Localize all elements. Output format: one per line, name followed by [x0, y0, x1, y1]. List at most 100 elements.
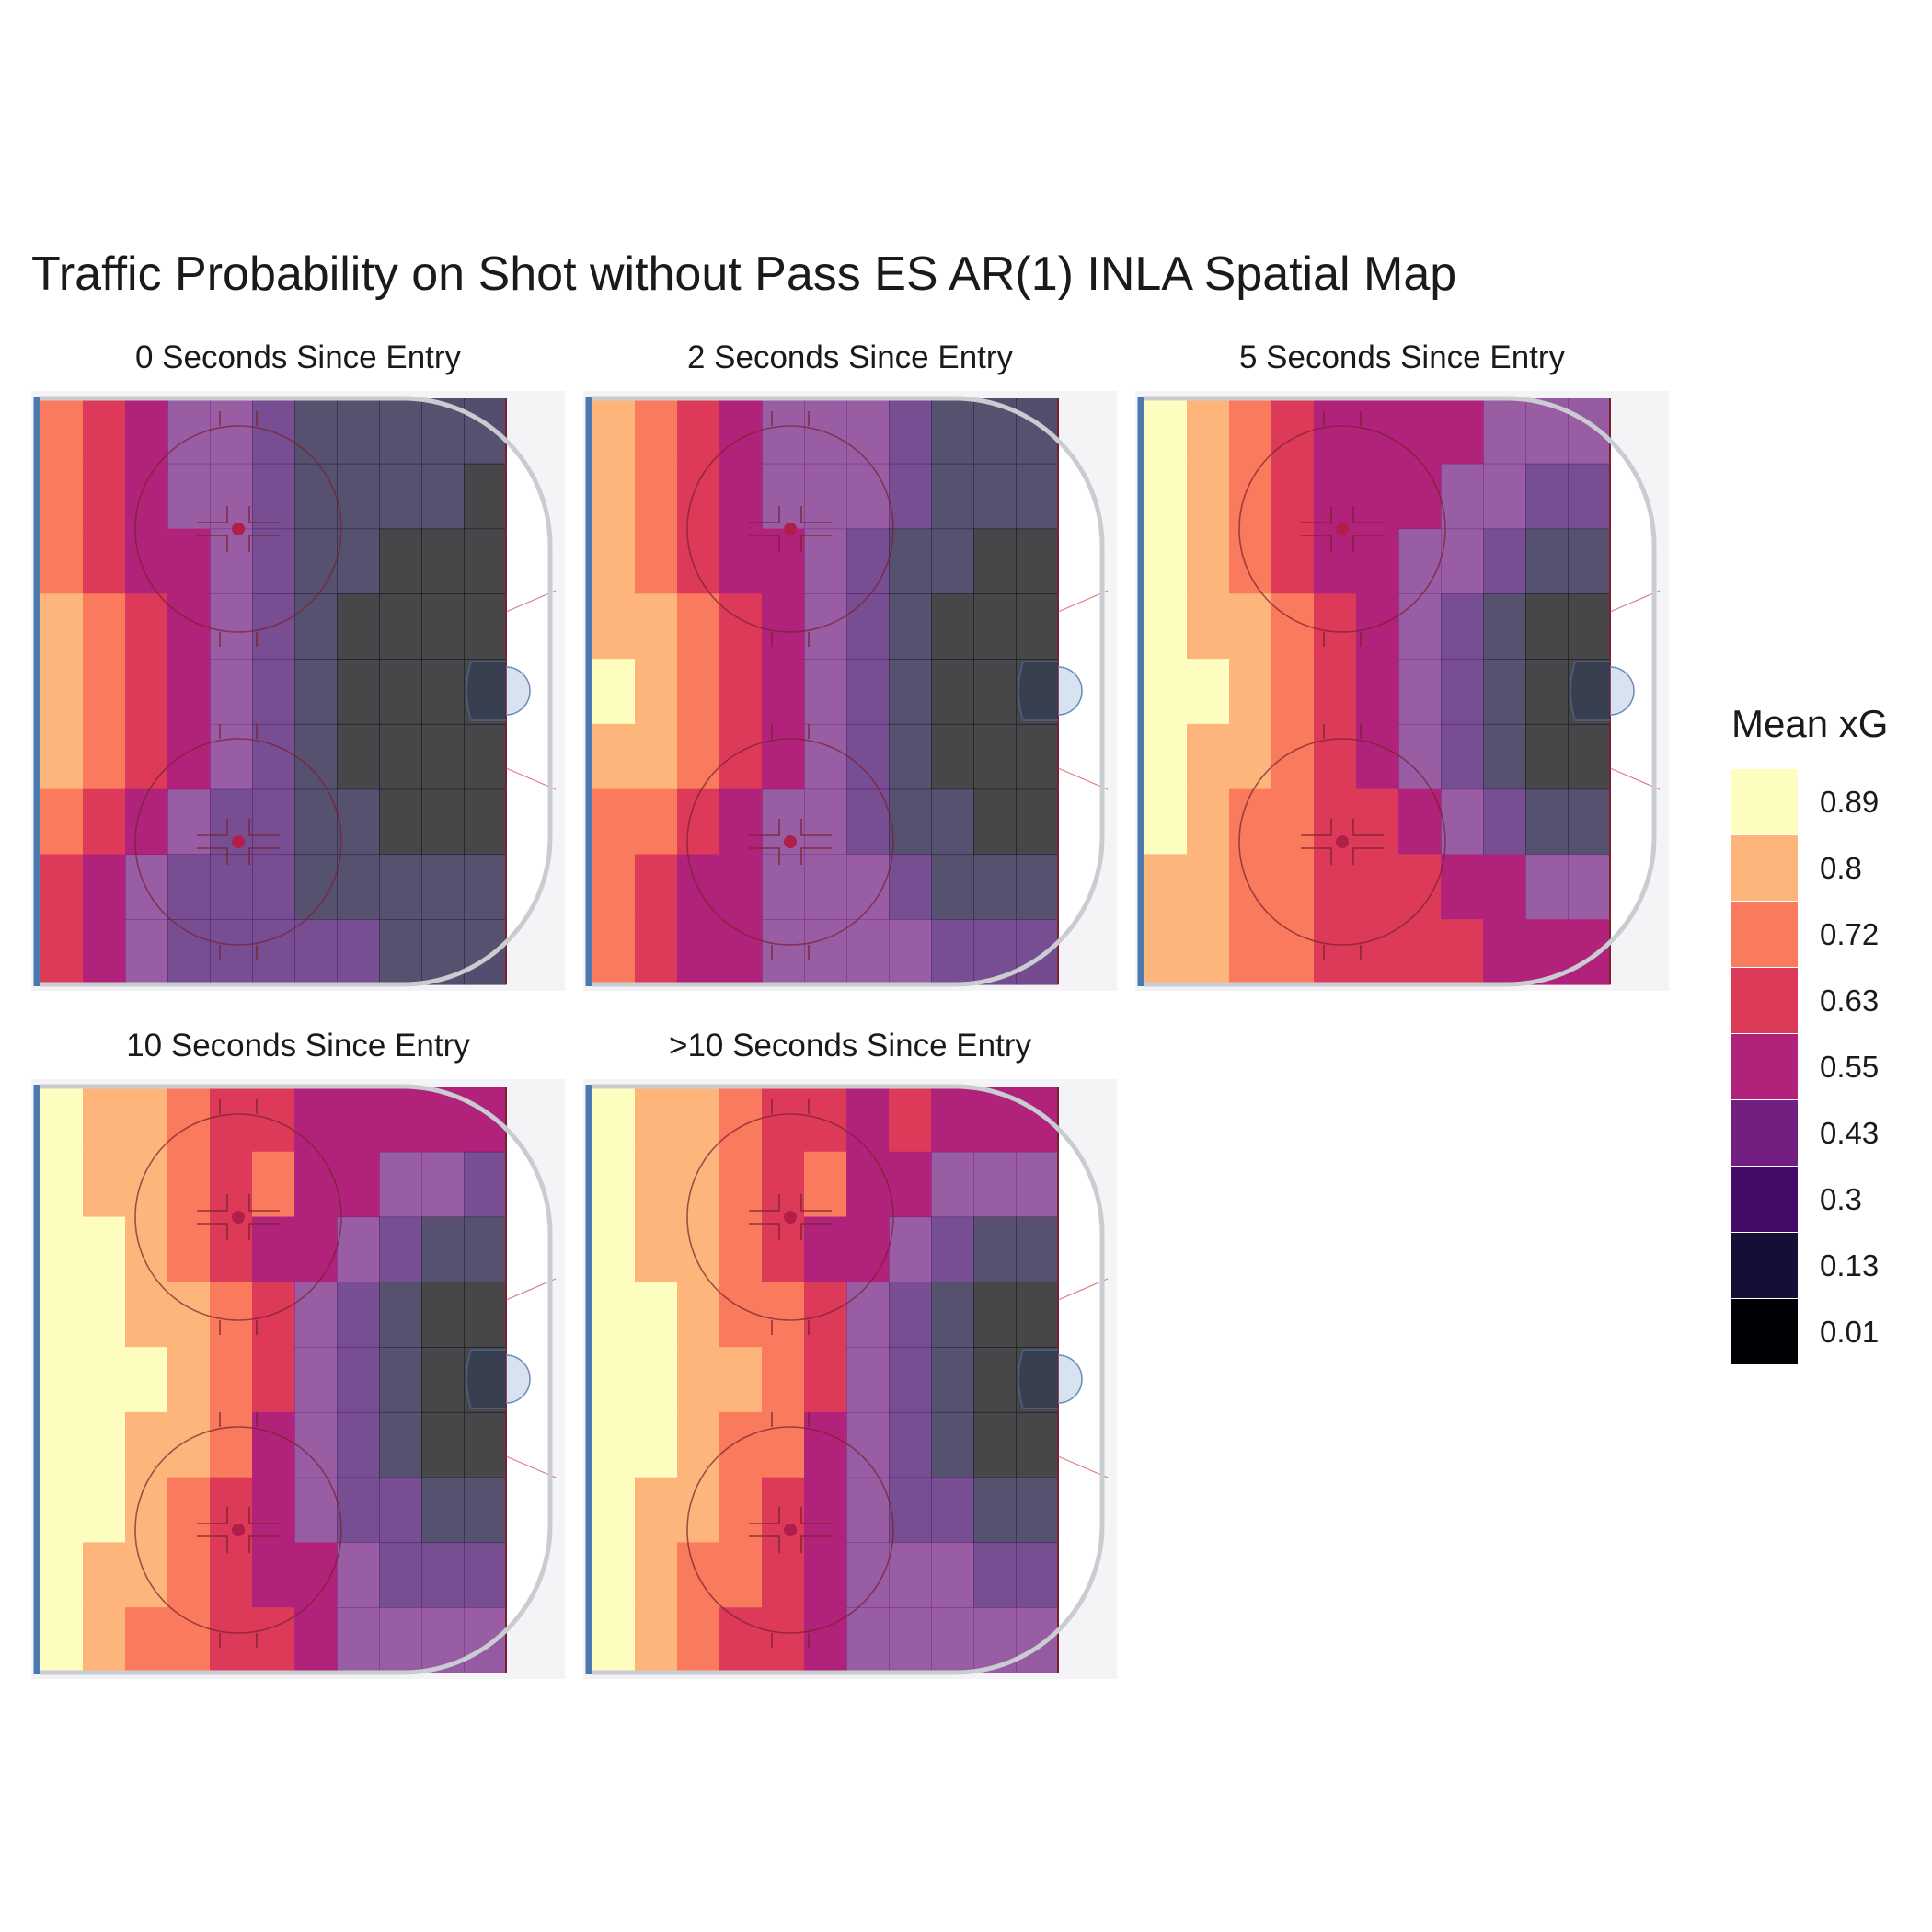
heat-cell	[804, 1216, 847, 1282]
heat-cell	[1568, 854, 1611, 920]
heat-cell	[421, 1151, 465, 1218]
hash-marks	[197, 724, 280, 960]
heat-cell	[635, 1347, 678, 1413]
heat-cell	[804, 528, 847, 594]
heat-cell	[846, 1477, 890, 1544]
heat-cell	[464, 1607, 507, 1673]
heat-cell	[125, 1151, 168, 1218]
heat-cell	[846, 919, 890, 985]
heat-cell	[337, 1542, 380, 1608]
hash-marks	[749, 1412, 832, 1648]
heat-cell	[1016, 1542, 1059, 1608]
hash-marks	[197, 411, 280, 647]
heat-cell	[1525, 788, 1569, 856]
heat-cell	[1568, 919, 1611, 985]
heat-cell	[464, 1477, 507, 1544]
heat-cell	[210, 1411, 253, 1478]
goal-net	[1018, 661, 1058, 721]
heat-cell	[167, 528, 211, 594]
faceoff-dot	[784, 523, 797, 535]
heat-cell	[889, 723, 932, 790]
heat-cell	[635, 528, 678, 594]
heat-cell	[337, 1347, 380, 1413]
heat-cell	[762, 659, 805, 725]
heat-cell	[719, 528, 763, 594]
heat-cell	[379, 1087, 422, 1153]
heat-cell	[931, 1282, 974, 1348]
heat-cell	[337, 463, 380, 530]
faceoff-circle	[686, 1426, 894, 1634]
heat-cell	[677, 1151, 720, 1218]
heat-cell	[1144, 593, 1188, 660]
rink-panel	[583, 391, 1117, 991]
heat-cell	[1525, 854, 1569, 920]
heat-cell	[804, 1542, 847, 1608]
heat-cell	[1144, 659, 1188, 725]
heat-cell	[337, 1151, 380, 1218]
heat-cell	[167, 1347, 211, 1413]
heat-cell	[294, 593, 338, 660]
heat-cell	[1483, 723, 1526, 790]
heat-cell	[762, 463, 805, 530]
heat-cell	[973, 1411, 1017, 1478]
heat-cell	[973, 463, 1017, 530]
heat-cell	[294, 528, 338, 594]
heat-cell	[167, 659, 211, 725]
heat-cell	[973, 1282, 1017, 1348]
heat-cell	[592, 723, 636, 790]
heat-cell	[1398, 659, 1442, 725]
heat-cell	[1441, 528, 1484, 594]
heat-cell	[1016, 463, 1059, 530]
heat-cell	[846, 659, 890, 725]
heat-cell	[167, 1542, 211, 1608]
heat-cell	[804, 919, 847, 985]
heat-cell	[889, 398, 932, 465]
heat-cell	[762, 1607, 805, 1673]
heat-cell	[83, 788, 126, 856]
legend-item: 0.72	[1731, 902, 1888, 968]
heat-cell	[889, 593, 932, 660]
heat-cell	[931, 1542, 974, 1608]
goal-crease	[1609, 666, 1635, 716]
heat-cell	[252, 854, 295, 920]
faceoff-dot	[784, 1211, 797, 1224]
heat-cell	[1314, 723, 1357, 790]
heat-cell	[635, 1607, 678, 1673]
heat-cell	[294, 1477, 338, 1544]
heat-cell	[83, 1542, 126, 1608]
heat-cell	[421, 723, 465, 790]
heat-cell	[1356, 854, 1399, 920]
faceoff-dot	[232, 523, 245, 535]
heat-cell	[83, 1282, 126, 1348]
heat-cell	[1016, 788, 1059, 856]
heat-cell	[677, 528, 720, 594]
heat-cell	[1016, 1607, 1059, 1673]
heat-cell	[635, 659, 678, 725]
rink-panel	[31, 1079, 565, 1679]
heat-cell	[677, 593, 720, 660]
heat-cell	[592, 463, 636, 530]
heat-cell	[592, 1542, 636, 1608]
heat-cell	[379, 593, 422, 660]
heat-cell	[635, 463, 678, 530]
rink-boards	[40, 1084, 553, 1675]
heat-cell	[635, 919, 678, 985]
heat-cell	[719, 1542, 763, 1608]
heat-cell	[294, 1216, 338, 1282]
heat-cell	[719, 1151, 763, 1218]
heat-cell	[592, 1151, 636, 1218]
heat-cell	[804, 1087, 847, 1153]
hash-marks	[749, 411, 832, 647]
heat-cell	[210, 919, 253, 985]
heat-cell	[889, 1087, 932, 1153]
legend-item: 0.13	[1731, 1233, 1888, 1299]
heat-cell	[337, 854, 380, 920]
heat-cell	[294, 1411, 338, 1478]
heat-cell	[635, 593, 678, 660]
legend: Mean xG 0.89 0.8 0.72 0.63 0.55 0.43 0.3 0.13 0.…	[1731, 701, 1888, 1365]
heat-cell	[1016, 1477, 1059, 1544]
heat-cell	[931, 528, 974, 594]
heat-cell	[973, 788, 1017, 856]
heat-cell	[421, 593, 465, 660]
heat-cell	[421, 1411, 465, 1478]
